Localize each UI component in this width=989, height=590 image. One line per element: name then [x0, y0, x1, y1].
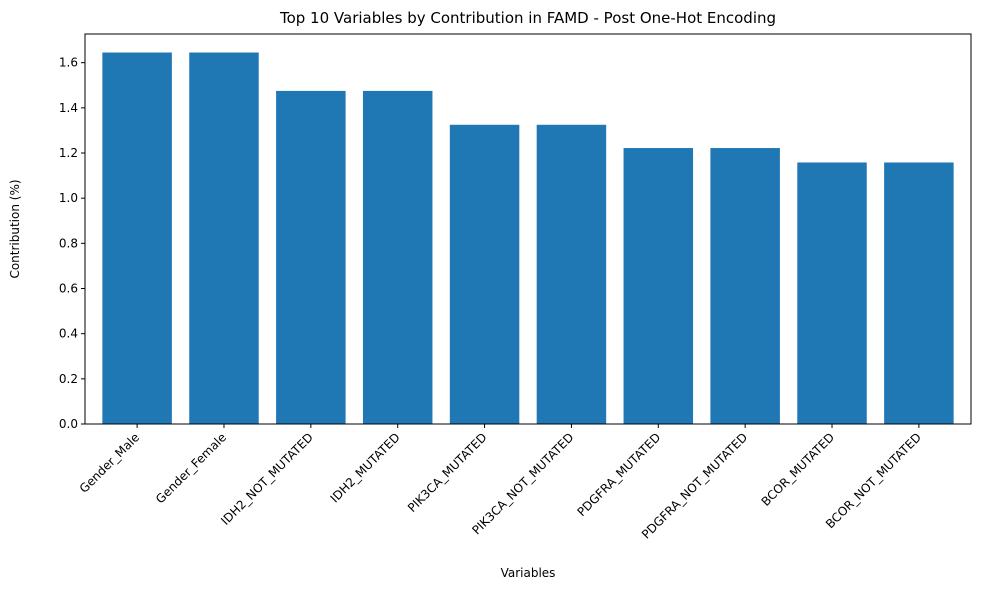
x-tick-label: BCOR_NOT_MUTATED: [823, 430, 924, 531]
y-tick-label: 1.6: [59, 56, 78, 70]
bar-idh2-mutated: [362, 90, 433, 424]
x-axis: Gender_Male Gender_FemaleIDH2_NOT_MUTATED…: [77, 424, 924, 542]
x-tick-label: PIK3CA_MUTATED: [405, 430, 490, 515]
x-tick-label: PDGFRA_MUTATED: [575, 430, 664, 519]
y-tick-label: 0.8: [59, 236, 78, 250]
x-tick-label: PIK3CA_NOT_MUTATED: [469, 430, 576, 537]
bar-pdgfra-not-mutated: [710, 148, 780, 425]
y-tick-label: 1.2: [59, 146, 78, 160]
y-tick-label: 1.4: [59, 101, 78, 115]
y-tick-label: 1.0: [59, 191, 78, 205]
x-tick-label: BCOR_MUTATED: [759, 430, 838, 509]
chart-title: Top 10 Variables by Contribution in FAMD…: [279, 9, 776, 27]
bars-group: [102, 52, 954, 425]
y-tick-label: 0.6: [59, 282, 78, 296]
x-tick-label: Gender_Female: [153, 430, 229, 506]
bar-idh2-not-mutated: [276, 90, 346, 424]
x-axis-label: Variables: [501, 566, 556, 580]
y-axis-label: Contribution (%): [8, 179, 22, 278]
bar-gender-male: [102, 52, 172, 425]
bar-bcor-mutated: [797, 162, 867, 425]
y-axis: 0.0 0.2 0.4 0.6 0.8 1.0 1.2 1.4 1.6: [59, 56, 85, 431]
bar-pdgfra-mutated: [623, 148, 694, 425]
y-tick-label: 0.2: [59, 372, 78, 386]
bar-bcor-not-mutated: [884, 162, 954, 425]
bar-pik3ca-not-mutated: [536, 124, 607, 424]
plot-frame: [84, 33, 972, 425]
x-tick-label: IDH2_NOT_MUTATED: [218, 430, 316, 528]
y-tick-label: 0.0: [59, 417, 78, 431]
bar-pik3ca-mutated: [449, 124, 520, 424]
x-tick-label: IDH2_MUTATED: [328, 430, 403, 505]
bar-gender-female: [189, 52, 259, 425]
x-tick-label: Gender_Male: [77, 430, 143, 496]
y-tick-label: 0.4: [59, 327, 78, 341]
